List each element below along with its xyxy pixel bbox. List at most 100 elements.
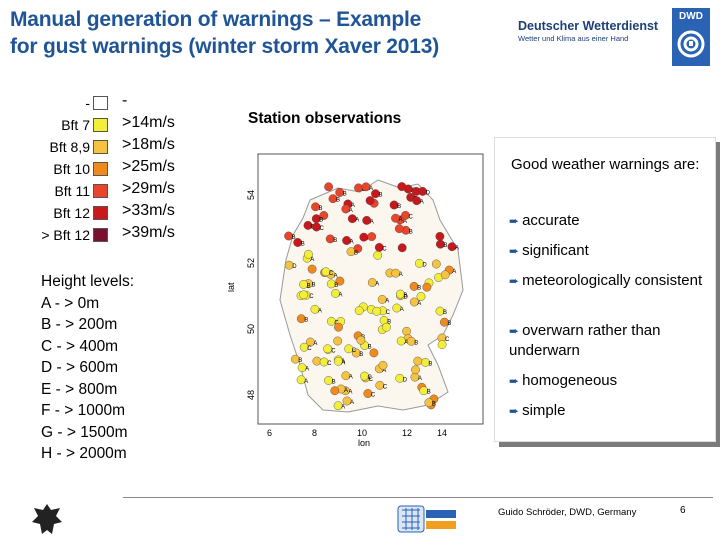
legend-row: Bft 7 >14m/s (10, 114, 200, 136)
station-marker (361, 182, 371, 192)
station-height-letter: A (399, 217, 403, 223)
station-marker (333, 401, 343, 411)
station-marker (375, 380, 385, 390)
legend-row: -- (10, 92, 200, 114)
station-marker (333, 336, 343, 346)
arrow-icon: ➨ (509, 244, 520, 258)
station-marker (296, 375, 306, 385)
station-marker (394, 224, 404, 234)
dwd-logo-text: Deutscher Wetterdienst Wetter und Klima … (518, 19, 658, 43)
footer-credit: Guido Schröder, DWD, Germany (498, 507, 637, 518)
station-height-letter: B (432, 402, 436, 408)
station-marker (413, 356, 423, 366)
station-height-letter: C (368, 375, 373, 381)
station-height-letter: B (334, 283, 338, 289)
station-height-letter: C (320, 226, 325, 232)
station-marker (319, 357, 329, 367)
station-height-letter: B (359, 352, 363, 358)
legend-swatch (93, 206, 108, 220)
legend-speed-label: >25m/s (122, 158, 175, 175)
station-marker (363, 389, 373, 398)
station-height-letter: B (301, 242, 305, 248)
station-height-letter: B (332, 380, 336, 386)
station-height-letter: A (313, 341, 317, 347)
station-marker (303, 221, 313, 230)
station-height-letter: A (344, 388, 348, 394)
station-height-letter: C (331, 349, 336, 355)
station-height-letter: A (350, 240, 354, 246)
station-height-letter: A (351, 203, 355, 209)
federal-eagle-icon (32, 504, 62, 534)
station-marker (321, 267, 331, 277)
legend-swatch (93, 162, 108, 176)
height-level-item: D - > 600m (41, 359, 119, 376)
station-height-letter: B (307, 283, 311, 289)
station-marker (365, 196, 375, 205)
station-height-letter: B (354, 251, 358, 257)
station-marker (382, 322, 391, 332)
station-height-letter: A (310, 257, 314, 263)
legend-speed-label: >39m/s (122, 224, 175, 241)
station-marker (435, 232, 445, 241)
station-marker (418, 187, 428, 196)
station-marker (377, 294, 387, 304)
station-height-letter: A (403, 219, 407, 225)
station-height-letter: C (409, 214, 414, 220)
station-marker (331, 288, 340, 298)
station-marker (367, 232, 377, 242)
station-marker (411, 365, 420, 375)
station-height-letter: B (427, 390, 431, 396)
station-height-letter: D (292, 264, 297, 270)
station-marker (341, 371, 351, 381)
map-xlabel: lon (358, 438, 370, 448)
station-height-letter: C (383, 384, 388, 390)
station-marker (310, 304, 320, 314)
y-tick-label: 54 (246, 190, 256, 200)
station-marker (335, 276, 345, 286)
arrow-icon: ➨ (509, 324, 520, 338)
x-tick-label: 10 (357, 428, 367, 438)
station-marker (327, 316, 336, 326)
arrow-icon: ➨ (509, 274, 520, 288)
callout-item-text: homogeneous (522, 372, 618, 389)
legend-swatch (93, 184, 108, 198)
station-height-letter: A (420, 200, 424, 206)
station-height-letter: A (375, 282, 379, 288)
legend-speed-label: - (122, 92, 128, 109)
x-tick-label: 14 (437, 428, 447, 438)
station-height-letter: B (304, 318, 308, 324)
station-height-letter: B (319, 206, 323, 212)
station-marker (333, 356, 343, 366)
station-height-letter: A (341, 360, 345, 366)
station-marker (431, 259, 441, 269)
station-marker (439, 317, 449, 327)
station-marker (372, 306, 382, 316)
station-marker (416, 292, 426, 301)
station-height-letter: B (397, 204, 401, 210)
station-marker (367, 278, 377, 287)
station-map: BABADBBBACADDCBAAABCAABCDDABBBABCCAABACA… (228, 153, 484, 448)
org-name: Deutscher Wetterdienst (518, 19, 659, 33)
station-height-letter: B (414, 340, 418, 346)
height-level-item: G - > 1500m (41, 423, 128, 441)
station-marker (346, 247, 356, 257)
legend-bft-label: > Bft 12 (41, 227, 90, 243)
station-marker (324, 376, 334, 385)
page-number: 6 (680, 505, 686, 516)
legend-bft-label: - (85, 95, 90, 111)
station-height-letter: C (369, 377, 374, 383)
station-height-letter: A (349, 208, 353, 214)
station-height-letter: B (387, 319, 391, 325)
station-marker (344, 344, 354, 354)
station-height-letter: B (333, 238, 337, 244)
callout-item: ➨ overwarn rather than underwarn (509, 321, 704, 360)
station-marker (335, 188, 345, 197)
slide-title: Manual generation of warnings – Example … (10, 6, 515, 60)
org-abbr: DWD (679, 11, 703, 22)
station-marker (447, 242, 457, 252)
station-marker (401, 211, 410, 220)
y-tick-label: 48 (246, 390, 256, 400)
station-height-letter: A (369, 186, 373, 192)
station-marker (293, 238, 303, 247)
station-marker (402, 326, 412, 336)
